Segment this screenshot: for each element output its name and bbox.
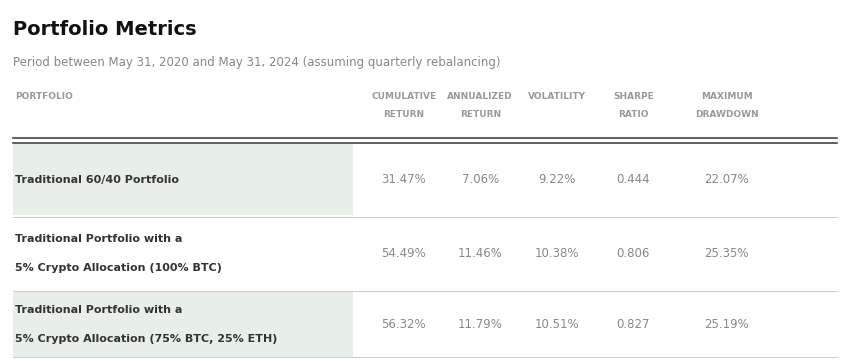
Text: 56.32%: 56.32%: [382, 318, 426, 331]
Text: Traditional Portfolio with a: Traditional Portfolio with a: [15, 234, 183, 244]
Text: Period between May 31, 2020 and May 31, 2024 (assuming quarterly rebalancing): Period between May 31, 2020 and May 31, …: [13, 56, 501, 69]
Text: CUMULATIVE: CUMULATIVE: [371, 92, 436, 101]
Text: Portfolio Metrics: Portfolio Metrics: [13, 20, 196, 39]
Text: RETURN: RETURN: [460, 110, 501, 119]
Text: SHARPE: SHARPE: [613, 92, 654, 101]
Text: 25.19%: 25.19%: [705, 318, 749, 331]
Text: 9.22%: 9.22%: [538, 173, 575, 186]
Text: 54.49%: 54.49%: [382, 247, 426, 260]
Text: 22.07%: 22.07%: [705, 173, 749, 186]
Text: DRAWDOWN: DRAWDOWN: [695, 110, 758, 119]
Text: 31.47%: 31.47%: [382, 173, 426, 186]
Text: 0.806: 0.806: [616, 247, 650, 260]
Text: Traditional Portfolio with a: Traditional Portfolio with a: [15, 305, 183, 316]
Text: Traditional 60/40 Portfolio: Traditional 60/40 Portfolio: [15, 175, 179, 184]
Text: MAXIMUM: MAXIMUM: [701, 92, 752, 101]
Text: 10.38%: 10.38%: [535, 247, 579, 260]
Bar: [13, 292, 353, 357]
Text: 11.46%: 11.46%: [458, 247, 502, 260]
Text: 5% Crypto Allocation (75% BTC, 25% ETH): 5% Crypto Allocation (75% BTC, 25% ETH): [15, 334, 278, 344]
Text: ANNUALIZED: ANNUALIZED: [447, 92, 513, 101]
Text: RATIO: RATIO: [618, 110, 649, 119]
Text: 25.35%: 25.35%: [705, 247, 749, 260]
Text: 11.79%: 11.79%: [458, 318, 502, 331]
Text: 0.827: 0.827: [616, 318, 650, 331]
Text: 5% Crypto Allocation (100% BTC): 5% Crypto Allocation (100% BTC): [15, 263, 222, 273]
Text: PORTFOLIO: PORTFOLIO: [15, 92, 73, 101]
Bar: [13, 144, 353, 215]
Text: 0.444: 0.444: [616, 173, 650, 186]
Text: VOLATILITY: VOLATILITY: [528, 92, 586, 101]
Text: 7.06%: 7.06%: [462, 173, 499, 186]
Text: RETURN: RETURN: [383, 110, 424, 119]
Text: 10.51%: 10.51%: [535, 318, 579, 331]
